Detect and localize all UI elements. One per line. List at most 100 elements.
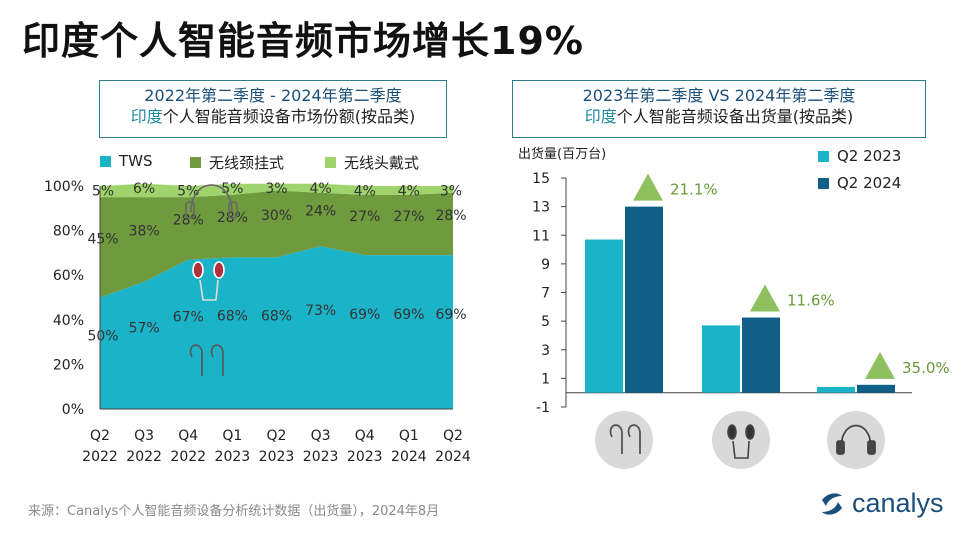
area-x-tick-quarter: Q2: [90, 428, 110, 444]
growth-up-arrow-icon: [865, 351, 895, 379]
legend-label-tws: TWS: [119, 152, 153, 170]
bar-q2-2024: [857, 384, 895, 393]
area-x-tick-quarter: Q1: [222, 428, 242, 444]
area-data-label-neckband: 38%: [129, 224, 160, 240]
area-x-tick-year: 2024: [435, 449, 471, 465]
headphone-icon: [185, 184, 238, 219]
bar-y-axis-label: 出货量(百万台): [518, 146, 606, 162]
legend-neckband: 无线颈挂式: [190, 152, 284, 173]
area-y-tick-label: 80%: [53, 224, 84, 240]
canalys-logo-icon: [822, 492, 842, 515]
neckband-earphone-icon: [192, 261, 225, 301]
area-y-tick-label: 40%: [53, 313, 84, 329]
bar-y-tick-label: 9: [541, 257, 550, 273]
area-data-label-headphone: 3%: [440, 183, 462, 199]
area-x-tick-year: 2022: [82, 449, 118, 465]
area-x-tick-quarter: Q4: [178, 428, 198, 444]
source-note: 来源：Canalys个人智能音频设备分析统计数据（出货量），2024年8月: [28, 504, 440, 519]
growth-up-arrow-icon: [633, 173, 663, 201]
area-data-label-neckband: 45%: [87, 231, 118, 247]
area-data-label-headphone: 4%: [354, 183, 376, 199]
legend-label-q2-2024: Q2 2024: [837, 174, 902, 192]
legend-label-headphone: 无线头戴式: [344, 154, 420, 172]
tws-category-icon-bg: [595, 411, 653, 469]
bar-q2-2023: [817, 386, 855, 393]
area-data-label-neckband: 27%: [349, 209, 380, 225]
area-data-label-neckband: 30%: [261, 208, 292, 224]
market-share-area-chart: 50% 57% 67% 68% 68% 73% 69% 69% 69% 45% 38% 28% 28% 3…: [44, 179, 471, 465]
area-x-tick-year: 2023: [259, 449, 295, 465]
right-panel-header: 2023年第二季度 VS 2024年第二季度 印度个人智能音频设备出货量(按品类…: [512, 80, 926, 138]
legend-label-q2-2023: Q2 2023: [837, 147, 902, 165]
area-data-label-tws: 68%: [217, 308, 248, 324]
legend-swatch-q2-2023: [818, 150, 829, 162]
bar-q2-2024: [625, 206, 663, 393]
tws-earbuds-icon: [609, 424, 641, 454]
headphone-category-icon-bg: [827, 411, 885, 469]
legend-q2-2023: Q2 2023: [818, 147, 901, 165]
area-x-tick-quarter: Q1: [399, 428, 419, 444]
right-panel-title-period-b: 2024年第二季度: [734, 86, 856, 105]
legend-swatch-q2-2024: [818, 177, 829, 189]
legend-swatch-tws: [100, 155, 111, 167]
area-y-tick-label: 100%: [44, 179, 84, 195]
area-data-label-headphone: 3%: [265, 181, 287, 197]
headphone-icon: [836, 424, 876, 455]
legend-label-neckband: 无线颈挂式: [209, 154, 285, 172]
area-x-tick-year: 2024: [391, 449, 427, 465]
area-x-tick-quarter: Q2: [443, 428, 463, 444]
neckband-earphone-icon: [727, 424, 755, 459]
area-data-label-headphone: 5%: [177, 183, 199, 199]
area-headphone: [100, 183, 453, 198]
area-data-label-tws: 69%: [349, 307, 380, 323]
area-x-tick-year: 2022: [170, 449, 206, 465]
area-data-label-headphone: 6%: [133, 181, 155, 197]
area-data-label-tws: 50%: [87, 328, 118, 344]
area-x-tick-year: 2022: [126, 449, 162, 465]
bar-y-tick-label: 13: [532, 200, 550, 216]
area-x-tick-year: 2023: [347, 449, 383, 465]
page-title: 印度个人智能音频市场增长19%: [22, 19, 584, 63]
right-panel-title-period-a: 2023年第二季度: [582, 86, 704, 105]
area-data-label-neckband: 27%: [393, 209, 424, 225]
left-panel-title-region: 印度: [130, 107, 163, 126]
area-y-tick-label: 20%: [53, 357, 84, 373]
area-data-label-neckband: 28%: [435, 208, 466, 224]
area-tws: [100, 246, 453, 409]
bar-y-tick-label: 1: [541, 371, 550, 387]
bar-y-tick-label: 15: [532, 171, 550, 187]
area-y-tick-label: 60%: [53, 268, 84, 284]
area-data-label-neckband: 28%: [173, 212, 204, 228]
area-x-tick-year: 2023: [303, 449, 339, 465]
area-data-label-tws: 69%: [393, 307, 424, 323]
bar-y-tick-label: 11: [532, 228, 550, 244]
legend-swatch-headphone: [325, 157, 336, 168]
bar-y-tick-label: 3: [541, 343, 550, 359]
left-panel-title-desc: 个人智能音频设备市场份额(按品类): [162, 107, 416, 126]
area-data-label-tws: 69%: [435, 307, 466, 323]
area-data-label-headphone: 4%: [310, 181, 332, 197]
canalys-logo: canalys: [818, 488, 944, 519]
area-data-label-headphone: 4%: [398, 183, 420, 199]
right-panel-title-vs: VS: [703, 86, 735, 105]
growth-rate-label: 21.1%: [670, 181, 718, 199]
area-x-tick-quarter: Q3: [311, 428, 331, 444]
bar-y-tick-label: -1: [536, 400, 550, 416]
legend-headphone: 无线头戴式: [325, 152, 419, 173]
area-data-label-headphone: 5%: [92, 183, 114, 199]
area-x-tick-quarter: Q2: [267, 428, 287, 444]
area-x-tick-quarter: Q4: [355, 428, 375, 444]
tws-earbuds-icon: [189, 344, 224, 376]
bar-q2-2023: [702, 325, 740, 393]
right-panel-title-desc: 个人智能音频设备出货量(按品类): [616, 107, 854, 126]
growth-rate-label: 11.6%: [787, 292, 835, 310]
area-y-tick-label: 0%: [62, 402, 84, 418]
area-x-tick-year: 2023: [215, 449, 251, 465]
neckband-category-icon-bg: [712, 411, 770, 469]
canalys-logo-text: canalys: [852, 488, 944, 518]
area-data-label-tws: 68%: [261, 308, 292, 324]
bar-y-tick-label: 7: [541, 286, 550, 302]
area-data-label-tws: 57%: [129, 321, 160, 337]
legend-swatch-neckband: [190, 157, 201, 168]
